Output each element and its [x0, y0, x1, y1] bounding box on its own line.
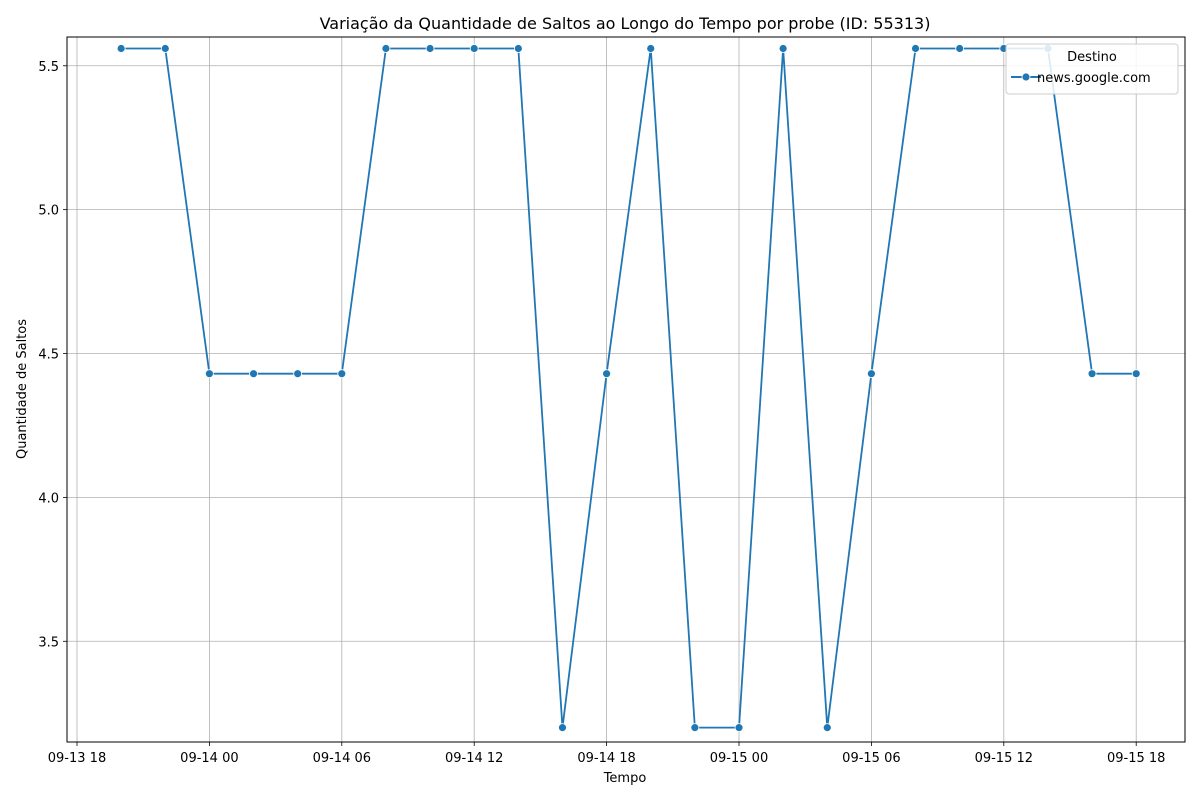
data-point [425, 44, 435, 53]
data-point [513, 44, 523, 53]
legend-title: Destino [1067, 50, 1117, 65]
data-point [602, 369, 611, 379]
data-point [734, 723, 744, 733]
data-point [955, 44, 965, 53]
x-tick-label: 09-15 06 [842, 751, 900, 766]
x-tick-label: 09-14 12 [445, 751, 503, 766]
x-axis-title: Tempo [603, 771, 647, 786]
series-line [121, 47, 1137, 729]
data-point [1087, 369, 1097, 379]
y-axis-ticks: 3.5 4.0 4.5 5.0 5.5 [38, 60, 67, 650]
data-point [204, 369, 214, 379]
legend-marker-swatch [1021, 72, 1031, 82]
x-tick-label: 09-14 18 [577, 751, 635, 766]
data-point [911, 44, 920, 53]
data-point [822, 723, 832, 733]
data-point [558, 723, 567, 733]
x-axis-ticks: 09-13 18 09-14 00 09-14 06 09-14 12 09-14 18… [48, 742, 1165, 766]
data-point [293, 369, 303, 379]
y-axis-title: Quantidade de Saltos [15, 319, 30, 459]
y-tick-label: 4.0 [38, 491, 59, 506]
plot-frame [66, 36, 1186, 743]
grid-lines [67, 37, 1185, 742]
x-tick-label: 09-14 00 [180, 751, 238, 766]
x-tick-label: 09-15 12 [975, 751, 1033, 766]
y-tick-label: 3.5 [38, 635, 59, 650]
y-tick-label: 5.5 [38, 60, 59, 75]
legend-entry-label: news.google.com [1037, 71, 1151, 86]
x-tick-label: 09-14 06 [313, 751, 371, 766]
y-tick-label: 4.5 [38, 348, 59, 363]
legend[interactable]: Destino news.google.com [1005, 43, 1179, 95]
data-point [381, 44, 391, 53]
legend-box [1005, 43, 1179, 95]
data-point [646, 44, 656, 53]
x-tick-label: 09-15 00 [710, 751, 768, 766]
x-tick-label: 09-13 18 [48, 751, 106, 766]
data-point [160, 44, 170, 53]
data-point [249, 369, 258, 379]
x-tick-label: 09-15 18 [1107, 751, 1165, 766]
data-point [778, 44, 788, 53]
chart-title: Variação da Quantidade de Saltos ao Long… [320, 14, 931, 33]
data-point [337, 369, 347, 379]
data-point [690, 723, 700, 733]
data-point [1131, 369, 1141, 379]
data-point [116, 44, 126, 53]
axes [66, 36, 1186, 743]
data-point [469, 44, 479, 53]
y-tick-label: 5.0 [38, 204, 59, 219]
data-point [867, 369, 876, 379]
